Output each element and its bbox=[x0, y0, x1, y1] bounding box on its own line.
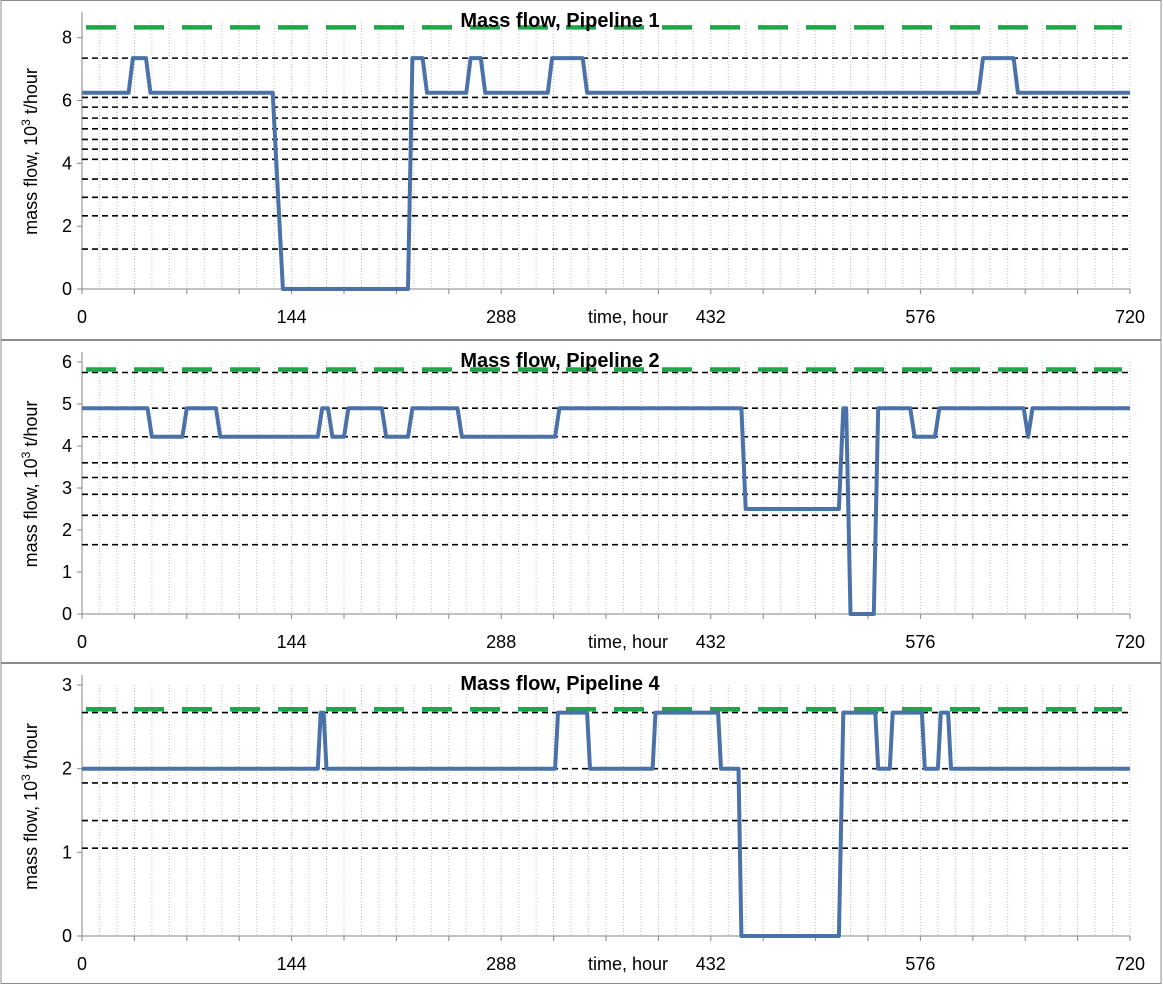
x-axis-label: time, hour bbox=[588, 307, 668, 327]
x-tick-label: 0 bbox=[77, 632, 87, 652]
chart-title: Mass flow, Pipeline 4 bbox=[460, 673, 660, 695]
chart-panel-2: 0 1 2 3 4 5 6 0 144 288 432 576 720 Mass flow, Pipeli… bbox=[0, 340, 1162, 663]
y-tick-label: 0 bbox=[62, 604, 72, 624]
y-axis-label-unit: t/hour bbox=[21, 401, 41, 452]
y-axis-label-main: mass flow, 10 bbox=[21, 458, 41, 567]
panel-frame bbox=[0, 340, 1162, 663]
x-tick-label: 720 bbox=[1115, 307, 1145, 327]
mass-flow-series bbox=[82, 56, 1130, 291]
x-tick-label: 0 bbox=[77, 307, 87, 327]
y-tick-label: 4 bbox=[62, 436, 72, 456]
chart-title: Mass flow, Pipeline 2 bbox=[460, 350, 659, 372]
y-tick-label: 2 bbox=[62, 216, 72, 236]
y-tick-label: 2 bbox=[62, 520, 72, 540]
x-tick-label: 432 bbox=[696, 632, 726, 652]
y-axis-label-unit: t/hour bbox=[21, 68, 41, 119]
y-axis-label: mass flow, 103 t/hour bbox=[19, 68, 41, 235]
x-tick-label: 576 bbox=[905, 954, 935, 974]
y-tick-label: 6 bbox=[62, 352, 72, 372]
vertical-gridlines bbox=[98, 362, 1131, 614]
y-axis-label-exponent: 3 bbox=[19, 774, 33, 781]
mass-flow-series bbox=[82, 710, 1130, 938]
y-axis-label-main: mass flow, 10 bbox=[21, 126, 41, 235]
y-axis-label-exponent: 3 bbox=[19, 119, 33, 126]
x-tick-label: 432 bbox=[696, 954, 726, 974]
y-tick-label: 3 bbox=[62, 478, 72, 498]
x-axis-label: time, hour bbox=[588, 954, 668, 974]
x-tick-label: 432 bbox=[696, 307, 726, 327]
x-tick-label: 288 bbox=[486, 632, 516, 652]
y-tick-label: 1 bbox=[62, 562, 72, 582]
y-tick-label: 5 bbox=[62, 394, 72, 414]
y-axis-label: mass flow, 103 t/hour bbox=[19, 723, 41, 890]
x-tick-label: 576 bbox=[905, 632, 935, 652]
y-axis-label-unit: t/hour bbox=[21, 723, 41, 774]
y-tick-label: 2 bbox=[62, 759, 72, 779]
x-tick-label: 144 bbox=[277, 954, 307, 974]
y-axis-label: mass flow, 103 t/hour bbox=[19, 401, 41, 568]
y-tick-label: 1 bbox=[62, 842, 72, 862]
y-tick-label: 0 bbox=[62, 279, 72, 299]
y-tick-label: 6 bbox=[62, 91, 72, 111]
chart-panel-1: 0 2 4 6 8 0 144 288 432 576 720 Mass flow, Pipeline… bbox=[0, 0, 1162, 340]
y-tick-label: 3 bbox=[62, 675, 72, 695]
y-tick-label: 0 bbox=[62, 926, 72, 946]
chart-title: Mass flow, Pipeline 1 bbox=[460, 10, 659, 32]
y-tick-label: 4 bbox=[62, 153, 72, 173]
x-tick-label: 144 bbox=[277, 632, 307, 652]
mass-flow-series bbox=[82, 406, 1130, 616]
x-tick-label: 720 bbox=[1115, 954, 1145, 974]
y-axis-label-main: mass flow, 10 bbox=[21, 781, 41, 890]
x-tick-label: 288 bbox=[486, 954, 516, 974]
y-tick-label: 8 bbox=[62, 28, 72, 48]
x-tick-label: 0 bbox=[77, 954, 87, 974]
panel-frame bbox=[0, 663, 1162, 984]
x-tick-label: 288 bbox=[486, 307, 516, 327]
chart-panel-3: 0 1 2 3 0 144 288 432 576 720 Mass flow, Pipeline … bbox=[0, 663, 1162, 984]
y-axis-label-exponent: 3 bbox=[19, 451, 33, 458]
x-axis-label: time, hour bbox=[588, 632, 668, 652]
x-tick-label: 144 bbox=[277, 307, 307, 327]
x-tick-label: 720 bbox=[1115, 632, 1145, 652]
vertical-gridlines bbox=[98, 22, 1131, 289]
x-tick-label: 576 bbox=[905, 307, 935, 327]
